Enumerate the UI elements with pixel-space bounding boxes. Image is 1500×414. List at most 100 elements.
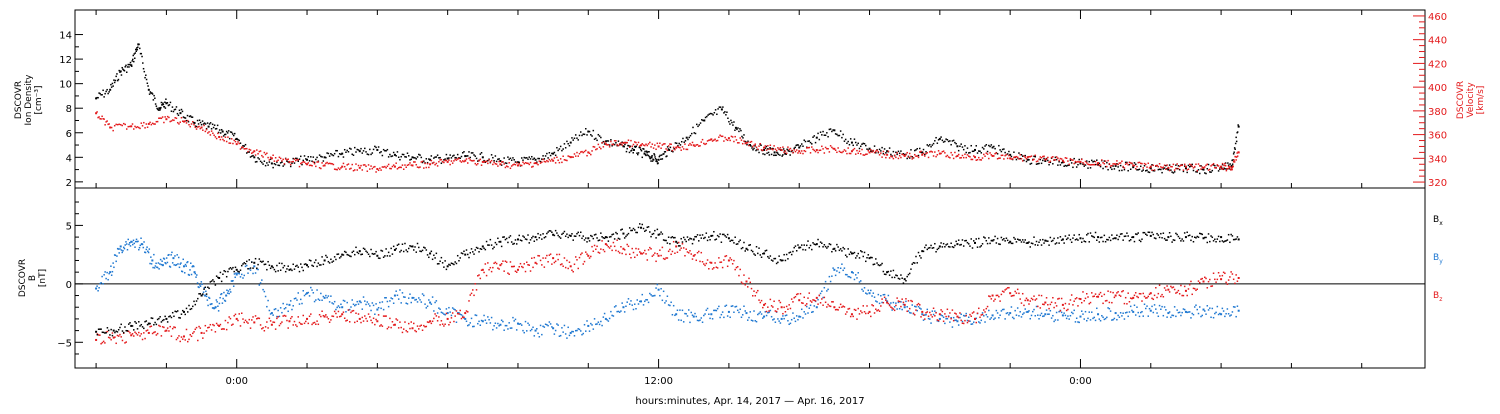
data-point-fill bbox=[1013, 156, 1015, 159]
data-point bbox=[499, 159, 502, 162]
data-point-fill bbox=[600, 248, 602, 250]
data-point-fill bbox=[719, 233, 721, 235]
data-point-fill bbox=[618, 252, 621, 254]
data-point-fill bbox=[662, 143, 665, 145]
data-point-fill bbox=[665, 155, 667, 158]
data-point-fill bbox=[1018, 158, 1020, 160]
data-point-fill bbox=[518, 161, 520, 164]
data-point-fill bbox=[456, 312, 459, 314]
data-point-fill bbox=[1028, 241, 1030, 243]
data-point-fill bbox=[626, 301, 628, 303]
data-point-fill bbox=[1137, 296, 1139, 299]
data-point-fill bbox=[754, 145, 756, 147]
data-point bbox=[235, 317, 238, 320]
data-point-fill bbox=[628, 253, 631, 255]
data-point-fill bbox=[119, 123, 122, 126]
data-point-fill bbox=[228, 142, 230, 144]
data-point-fill bbox=[415, 330, 418, 333]
data-point-fill bbox=[242, 146, 244, 149]
data-point-fill bbox=[733, 311, 735, 314]
data-point-fill bbox=[947, 156, 950, 158]
data-point-fill bbox=[474, 314, 477, 316]
data-point-fill bbox=[335, 312, 337, 315]
data-point-fill bbox=[454, 158, 456, 161]
data-point-fill bbox=[917, 156, 920, 159]
data-point-fill bbox=[1129, 162, 1132, 164]
data-point-fill bbox=[814, 150, 817, 153]
data-point-fill bbox=[1024, 239, 1026, 241]
data-point bbox=[587, 237, 590, 240]
data-point-fill bbox=[743, 134, 745, 136]
data-point-fill bbox=[1080, 158, 1083, 161]
data-point-fill bbox=[217, 132, 219, 135]
data-point-fill bbox=[531, 257, 533, 259]
data-point-fill bbox=[106, 120, 108, 122]
bottom-left-tick-label: 5 bbox=[66, 221, 72, 232]
data-point-fill bbox=[400, 166, 402, 169]
data-point-fill bbox=[808, 307, 811, 309]
data-point-fill bbox=[671, 149, 674, 152]
data-point-fill bbox=[375, 171, 377, 173]
data-point bbox=[622, 141, 625, 144]
data-point-fill bbox=[251, 152, 253, 154]
data-point-fill bbox=[189, 308, 192, 311]
data-point-fill bbox=[258, 158, 261, 160]
data-point-fill bbox=[133, 242, 136, 245]
data-point-fill bbox=[513, 242, 515, 245]
data-point-fill bbox=[1053, 306, 1055, 309]
data-point-fill bbox=[829, 305, 832, 308]
data-point-fill bbox=[456, 254, 459, 257]
data-point-fill bbox=[681, 146, 684, 148]
data-point-fill bbox=[406, 331, 409, 333]
series-bx bbox=[95, 223, 1240, 337]
data-point-fill bbox=[755, 320, 758, 323]
data-point-fill bbox=[1142, 315, 1144, 317]
data-point-fill bbox=[907, 156, 910, 158]
data-point bbox=[393, 153, 396, 156]
data-point-fill bbox=[420, 301, 423, 303]
data-point-fill bbox=[998, 157, 1000, 160]
data-point-fill bbox=[852, 315, 854, 318]
data-point-fill bbox=[190, 116, 193, 118]
data-point-fill bbox=[1173, 171, 1176, 173]
data-point-fill bbox=[896, 308, 898, 310]
data-point-fill bbox=[538, 157, 541, 160]
data-point-fill bbox=[460, 252, 463, 254]
data-point-fill bbox=[628, 227, 631, 229]
data-point-fill bbox=[598, 135, 601, 137]
data-point-fill bbox=[660, 231, 662, 233]
data-point bbox=[270, 323, 273, 326]
data-point-fill bbox=[541, 161, 543, 163]
data-point-fill bbox=[1106, 165, 1108, 168]
data-point-fill bbox=[273, 308, 276, 311]
data-point-fill bbox=[1080, 301, 1083, 304]
data-point-fill bbox=[374, 313, 376, 315]
data-point-fill bbox=[809, 304, 812, 307]
data-point-fill bbox=[282, 165, 284, 167]
data-point-fill bbox=[706, 307, 709, 310]
data-point-fill bbox=[1211, 236, 1214, 239]
data-point-fill bbox=[659, 294, 661, 297]
data-point-fill bbox=[782, 312, 784, 315]
data-point-fill bbox=[1011, 242, 1014, 245]
data-point-fill bbox=[576, 259, 578, 261]
data-point-fill bbox=[740, 139, 743, 141]
data-point-fill bbox=[1216, 164, 1219, 166]
data-point-fill bbox=[222, 135, 225, 137]
data-point-fill bbox=[836, 270, 838, 272]
data-point-fill bbox=[1196, 235, 1198, 238]
data-point-fill bbox=[626, 234, 628, 236]
data-point-fill bbox=[195, 326, 198, 329]
data-point-fill bbox=[537, 157, 539, 160]
data-point-fill bbox=[878, 154, 881, 156]
data-point-fill bbox=[556, 323, 558, 325]
data-point-fill bbox=[518, 162, 520, 165]
data-point-fill bbox=[912, 261, 915, 264]
data-point-fill bbox=[141, 55, 143, 58]
data-point-fill bbox=[370, 153, 372, 156]
data-point-fill bbox=[382, 256, 385, 258]
data-point-fill bbox=[207, 326, 209, 329]
data-point-fill bbox=[1005, 288, 1008, 290]
top-right-tick-label: 380 bbox=[1428, 107, 1447, 118]
data-point-fill bbox=[1033, 158, 1035, 161]
